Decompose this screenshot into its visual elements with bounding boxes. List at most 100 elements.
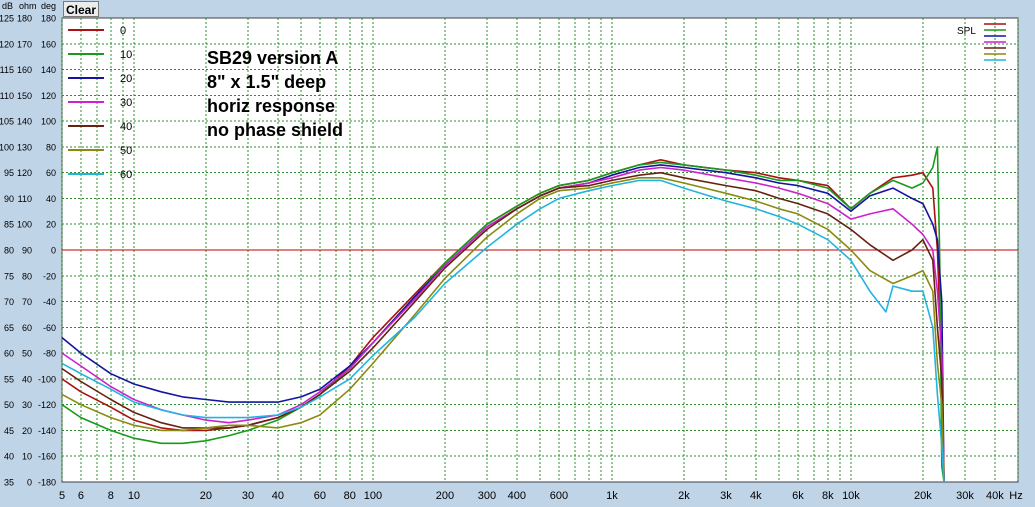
legend-label-0: 0 — [120, 25, 126, 37]
legend-label-50: 50 — [120, 145, 132, 157]
annotation-text: SB29 version A 8" x 1.5" deep horiz respon… — [207, 46, 343, 142]
y-tick-label-dB: 110 — [0, 91, 14, 101]
x-tick-label: 200 — [436, 490, 454, 502]
y-tick-label-deg: -140 — [38, 426, 56, 436]
y-tick-label-dB: 90 — [4, 194, 14, 204]
y-tick-label-dB: 70 — [4, 297, 14, 307]
y-tick-label-deg: 20 — [46, 220, 56, 230]
annotation-line: horiz response — [207, 96, 336, 116]
axis-header-dB: dB — [2, 1, 13, 11]
annotation-line: SB29 version A — [207, 48, 339, 68]
legend-label-10: 10 — [120, 49, 132, 61]
x-tick-label: 5 — [59, 490, 65, 502]
x-tick-label: 4k — [750, 490, 762, 502]
axis-header-deg: deg — [41, 1, 56, 11]
y-tick-label-dB: 125 — [0, 14, 14, 24]
x-unit-label: Hz — [1009, 490, 1022, 502]
y-tick-label-deg: 180 — [41, 14, 56, 24]
y-tick-label-deg: -40 — [43, 297, 56, 307]
y-tick-label-deg: -60 — [43, 323, 56, 333]
x-tick-label: 3k — [720, 490, 732, 502]
series-lines — [61, 146, 945, 483]
x-tick-label: 600 — [550, 490, 568, 502]
series-line-60 — [61, 179, 945, 483]
y-tick-label-dB: 45 — [4, 426, 14, 436]
y-tick-label-deg: 160 — [41, 39, 56, 49]
y-tick-label-ohm: 180 — [17, 14, 32, 24]
x-tick-label: 10 — [128, 490, 140, 502]
y-tick-label-ohm: 10 — [22, 452, 32, 462]
y-tick-label-ohm: 130 — [17, 142, 32, 152]
y-tick-label-ohm: 90 — [22, 246, 32, 256]
y-tick-label-ohm: 150 — [17, 91, 32, 101]
y-tick-label-deg: 80 — [46, 142, 56, 152]
y-tick-label-ohm: 30 — [22, 400, 32, 410]
y-tick-label-dB: 60 — [4, 349, 14, 359]
y-tick-label-deg: 120 — [41, 91, 56, 101]
x-tick-label: 40 — [272, 490, 284, 502]
annotation-line: 8" x 1.5" deep — [207, 72, 327, 92]
y-tick-label-dB: 80 — [4, 246, 14, 256]
axis-header-ohm: ohm — [19, 1, 37, 11]
y-tick-label-dB: 100 — [0, 142, 14, 152]
y-tick-label-dB: 50 — [4, 400, 14, 410]
clear-button[interactable]: Clear — [63, 1, 99, 17]
y-tick-label-deg: 0 — [51, 246, 56, 256]
y-tick-label-ohm: 80 — [22, 271, 32, 281]
y-tick-label-ohm: 170 — [17, 39, 32, 49]
legend-spl-label: SPL — [957, 26, 976, 37]
y-tick-label-ohm: 40 — [22, 374, 32, 384]
series-line-10 — [61, 146, 945, 483]
x-tick-label: 2k — [678, 490, 690, 502]
series-line-50 — [61, 177, 945, 483]
y-tick-label-dB: 105 — [0, 117, 14, 127]
y-tick-label-deg: -180 — [38, 478, 56, 488]
y-tick-label-deg: 40 — [46, 194, 56, 204]
y-tick-label-dB: 120 — [0, 39, 14, 49]
y-tick-label-dB: 75 — [4, 271, 14, 281]
x-tick-label: 8 — [108, 490, 114, 502]
y-tick-label-deg: 100 — [41, 117, 56, 127]
x-tick-label: 60 — [314, 490, 326, 502]
y-tick-label-dB: 85 — [4, 220, 14, 230]
y-tick-label-deg: -80 — [43, 349, 56, 359]
x-tick-label: 30 — [242, 490, 254, 502]
y-tick-label-ohm: 20 — [22, 426, 32, 436]
x-tick-label: 8k — [822, 490, 834, 502]
y-tick-label-deg: 140 — [41, 65, 56, 75]
y-tick-label-ohm: 70 — [22, 297, 32, 307]
x-tick-label: 20 — [200, 490, 212, 502]
x-tick-label: 20k — [914, 490, 932, 502]
x-tick-label: 30k — [956, 490, 974, 502]
y-tick-label-dB: 115 — [0, 65, 14, 75]
x-tick-label: 300 — [478, 490, 496, 502]
series-line-40 — [61, 171, 945, 483]
x-tick-label: 6k — [792, 490, 804, 502]
legend-label-20: 20 — [120, 73, 132, 85]
legend-label-60: 60 — [120, 169, 132, 181]
x-tick-label: 400 — [508, 490, 526, 502]
legend-label-30: 30 — [120, 97, 132, 109]
x-tick-label: 80 — [344, 490, 356, 502]
y-tick-label-deg: 60 — [46, 168, 56, 178]
x-tick-label: 100 — [364, 490, 382, 502]
y-tick-label-deg: -100 — [38, 374, 56, 384]
y-tick-label-ohm: 60 — [22, 323, 32, 333]
y-tick-label-ohm: 110 — [18, 194, 32, 204]
y-tick-label-ohm: 50 — [22, 349, 32, 359]
y-tick-label-deg: -20 — [43, 271, 56, 281]
y-tick-label-dB: 40 — [4, 452, 14, 462]
grid — [61, 18, 1019, 482]
y-tick-label-ohm: 0 — [27, 478, 32, 488]
y-tick-label-ohm: 120 — [17, 168, 32, 178]
x-tick-label: 1k — [606, 490, 618, 502]
annotation-line: no phase shield — [207, 120, 344, 140]
x-tick-label: 10k — [842, 490, 860, 502]
y-tick-label-dB: 95 — [4, 168, 14, 178]
y-tick-label-ohm: 160 — [17, 65, 32, 75]
y-tick-label-deg: -120 — [38, 400, 56, 410]
y-tick-label-ohm: 140 — [17, 117, 32, 127]
y-tick-label-dB: 65 — [4, 323, 14, 333]
